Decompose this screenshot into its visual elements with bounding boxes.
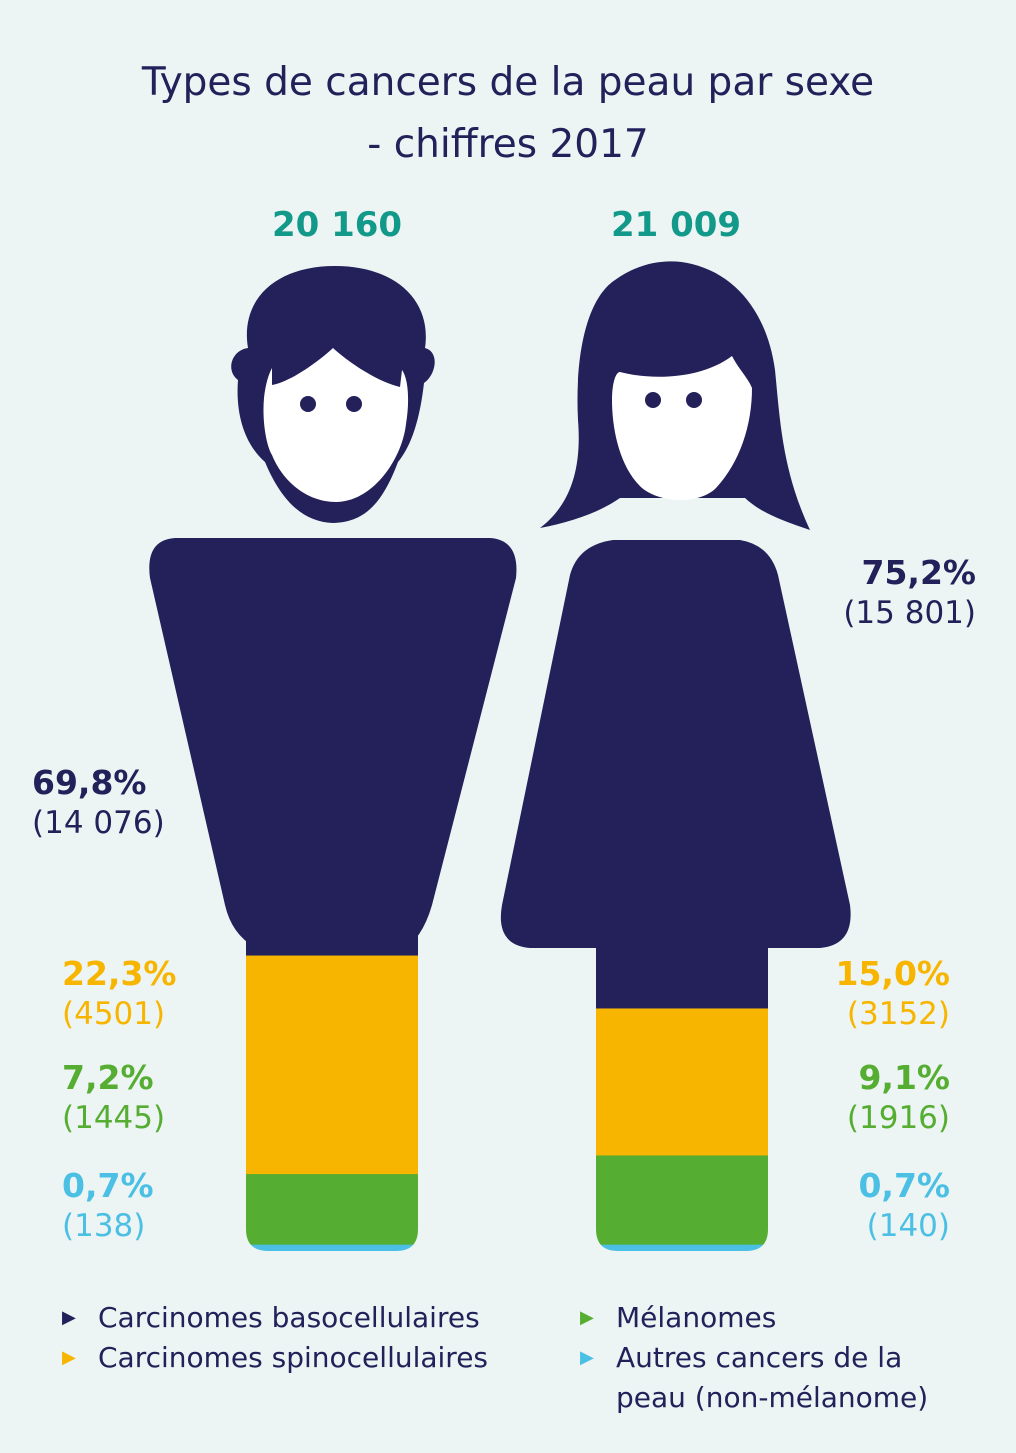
legend-left: ▶ Carcinomes basocellulaires ▶ Carcinome… — [62, 1298, 542, 1378]
label-women-melanomes-count: (1916) — [846, 1100, 950, 1136]
legend-marker-blue-icon: ▶ — [580, 1347, 594, 1368]
label-men-autres-count: (138) — [62, 1208, 146, 1244]
woman-stack — [596, 900, 768, 1251]
woman-left-eye — [645, 392, 661, 408]
man-head — [231, 266, 435, 523]
bar-women-spinocellulaires — [596, 1007, 768, 1156]
label-women-basocellulaires: 75,2% (15 801) — [843, 553, 976, 633]
man-right-eye — [346, 396, 362, 412]
label-men-autres: 0,7% (138) — [62, 1166, 154, 1246]
chart-title: Types de cancers de la peau par sexe - c… — [0, 52, 1016, 176]
label-women-spinocellulaires-pct: 15,0% — [835, 954, 951, 993]
bar-women-melanomes — [596, 1154, 768, 1245]
label-men-spinocellulaires: 22,3% (4501) — [62, 954, 177, 1034]
legend-marker-yellow-icon: ▶ — [62, 1347, 76, 1368]
bar-men-autres — [246, 1244, 418, 1251]
label-women-autres-count: (140) — [866, 1208, 950, 1244]
legend-right: ▶ Mélanomes ▶ Autres cancers de la peau … — [580, 1298, 975, 1418]
total-label-men: 20 160 — [272, 205, 402, 245]
label-women-basocellulaires-pct: 75,2% — [861, 553, 977, 592]
chart-title-line2: - chiffres 2017 — [367, 122, 649, 167]
legend-marker-navy-icon: ▶ — [62, 1307, 76, 1328]
legend-item-spinocellulaires: ▶ Carcinomes spinocellulaires — [62, 1338, 542, 1378]
woman-torso — [500, 540, 851, 948]
label-men-basocellulaires: 69,8% (14 076) — [32, 763, 165, 843]
woman-figure — [500, 261, 851, 1251]
legend-item-autres: ▶ Autres cancers de la peau (non-mélanom… — [580, 1338, 975, 1418]
legend-label-spinocellulaires: Carcinomes spinocellulaires — [98, 1341, 489, 1374]
label-men-spinocellulaires-pct: 22,3% — [62, 954, 177, 993]
label-women-spinocellulaires: 15,0% (3152) — [836, 954, 951, 1034]
label-women-basocellulaires-count: (15 801) — [843, 595, 976, 631]
label-men-basocellulaires-pct: 69,8% — [32, 763, 147, 802]
label-men-autres-pct: 0,7% — [62, 1166, 154, 1205]
man-stack — [246, 900, 418, 1251]
label-women-melanomes-pct: 9,1% — [858, 1058, 950, 1097]
bar-women-autres — [596, 1244, 768, 1251]
label-men-melanomes-pct: 7,2% — [62, 1058, 154, 1097]
label-men-melanomes-count: (1445) — [62, 1100, 166, 1136]
label-men-melanomes: 7,2% (1445) — [62, 1058, 165, 1138]
label-men-basocellulaires-count: (14 076) — [32, 805, 165, 841]
legend-marker-green-icon: ▶ — [580, 1307, 594, 1328]
legend-label-basocellulaires: Carcinomes basocellulaires — [98, 1301, 480, 1334]
woman-right-eye — [686, 392, 702, 408]
legend-item-melanomes: ▶ Mélanomes — [580, 1298, 975, 1338]
legend-label-autres: Autres cancers de la peau (non-mélanome) — [616, 1341, 929, 1414]
label-women-autres: 0,7% (140) — [858, 1166, 950, 1246]
woman-head — [540, 261, 810, 530]
label-women-melanomes: 9,1% (1916) — [847, 1058, 950, 1138]
legend-item-basocellulaires: ▶ Carcinomes basocellulaires — [62, 1298, 542, 1338]
label-women-spinocellulaires-count: (3152) — [846, 996, 950, 1032]
man-left-eye — [300, 396, 316, 412]
label-women-autres-pct: 0,7% — [858, 1166, 950, 1205]
total-label-women: 21 009 — [611, 205, 741, 245]
chart-title-line1: Types de cancers de la peau par sexe — [141, 60, 875, 105]
bar-men-melanomes — [246, 1173, 418, 1245]
bar-men-spinocellulaires — [246, 955, 418, 1175]
legend-label-melanomes: Mélanomes — [616, 1301, 777, 1334]
bar-women-basocellulaires — [596, 900, 768, 1009]
man-torso — [149, 538, 517, 952]
label-men-spinocellulaires-count: (4501) — [62, 996, 166, 1032]
bar-men-basocellulaires — [246, 900, 418, 956]
man-figure — [149, 266, 517, 1251]
